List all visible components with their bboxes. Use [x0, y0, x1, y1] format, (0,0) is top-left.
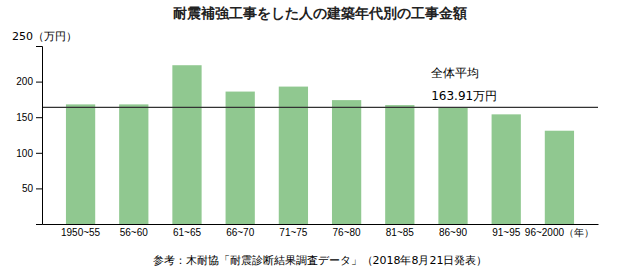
bar — [545, 131, 574, 224]
chart-container: 耐震補強工事をした人の建築年代別の工事金額全体平均 163.91万円 1950~55… — [0, 0, 640, 270]
axis-line — [43, 224, 599, 225]
bar — [226, 92, 255, 224]
tick-label: 61~65 — [173, 227, 202, 238]
y-axis: 50 100 150 200 — [16, 47, 42, 225]
tick: 61~65 — [173, 227, 202, 238]
plot: 全体平均 163.91万円 1950~55 56~60 61~65 66~70 71~75 7… — [16, 47, 598, 239]
tick-label: 91~95 — [492, 227, 521, 238]
tick-mark — [36, 82, 42, 83]
bar — [172, 65, 201, 224]
annotations: 全体平均 163.91万円 — [431, 66, 497, 103]
y-axis-label: 250（万円） — [12, 30, 77, 43]
bar — [119, 104, 148, 224]
tick: 56~60 — [120, 227, 149, 238]
chart-svg: 耐震補強工事をした人の建築年代別の工事金額全体平均 163.91万円 1950~55… — [0, 0, 640, 270]
bar — [332, 100, 361, 224]
tick: 81~85 — [386, 227, 415, 238]
tick: 50 — [22, 183, 42, 194]
tick-label: 100 — [16, 148, 33, 159]
tick: 1950~55 — [61, 227, 101, 238]
tick: 100 — [16, 148, 42, 159]
tick-label: 1950~55 — [61, 227, 101, 238]
marks — [42, 65, 598, 224]
bar — [385, 105, 414, 224]
tick-label: 96~2000（年） — [525, 227, 594, 238]
average-line — [42, 107, 598, 108]
tick-mark — [36, 153, 42, 154]
bar — [438, 108, 467, 224]
average-label: 全体平均 — [431, 66, 479, 80]
tick: 200 — [16, 76, 42, 87]
title: 耐震補強工事をした人の建築年代別の工事金額 — [173, 5, 467, 21]
tick: 150 — [16, 112, 42, 123]
tick-mark — [36, 117, 42, 118]
x-axis: 1950~55 56~60 61~65 66~70 71~75 76~80 81~85 86~… — [43, 225, 599, 239]
tick-label: 86~90 — [439, 227, 468, 238]
tick-label: 56~60 — [120, 227, 149, 238]
footer: 参考：木耐協「耐震診断結果調査データ」（2018年8月21日発表） — [153, 254, 488, 267]
tick-mark — [36, 188, 42, 189]
tick-label: 200 — [16, 76, 33, 87]
bar — [492, 114, 521, 224]
tick: 71~75 — [279, 227, 308, 238]
axis-line — [36, 47, 43, 225]
tick: 91~95 — [492, 227, 521, 238]
tick: 66~70 — [226, 227, 255, 238]
tick-label: 66~70 — [226, 227, 255, 238]
tick-label: 81~85 — [386, 227, 415, 238]
tick: 96~2000（年） — [525, 227, 594, 238]
tick-label: 76~80 — [333, 227, 362, 238]
tick-label: 150 — [16, 112, 33, 123]
tick: 86~90 — [439, 227, 468, 238]
average-label: 163.91万円 — [431, 89, 497, 103]
bar — [66, 104, 95, 224]
tick: 76~80 — [333, 227, 362, 238]
tick-label: 71~75 — [279, 227, 308, 238]
tick-label: 50 — [22, 183, 34, 194]
